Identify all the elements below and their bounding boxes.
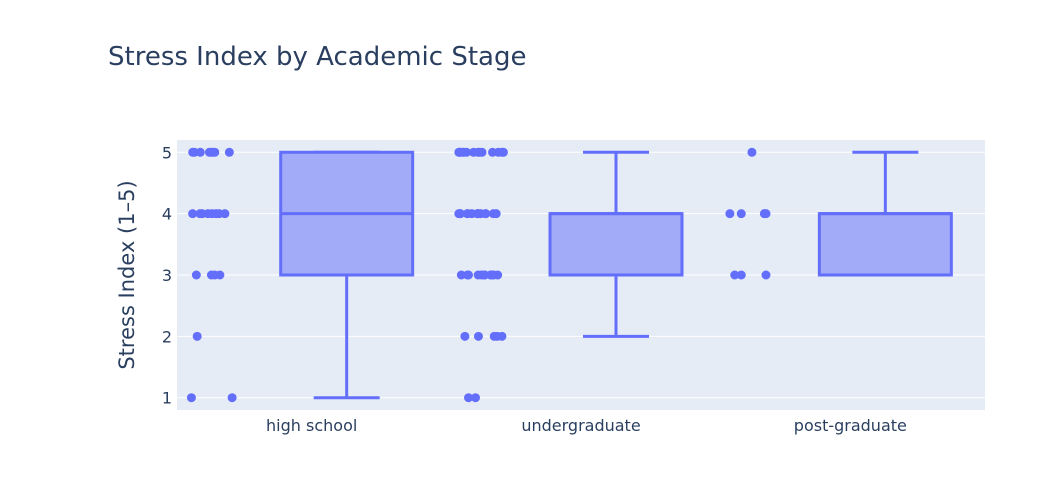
point-series [186, 147, 771, 403]
data-point [188, 147, 198, 157]
data-point [460, 331, 470, 341]
data-point [477, 147, 487, 157]
chart-title: Stress Index by Academic Stage [108, 42, 526, 72]
y-axis-ticks: 1 2 3 4 5 [162, 143, 172, 407]
y-tick-label: 4 [162, 205, 172, 224]
data-point [227, 393, 237, 403]
box-post-graduate [817, 150, 953, 277]
data-point [207, 147, 217, 157]
y-tick-label: 2 [162, 327, 172, 346]
data-point [191, 270, 201, 280]
data-point [195, 209, 205, 219]
data-point [488, 209, 498, 219]
iqr-box [817, 212, 953, 277]
data-point [469, 147, 479, 157]
data-point [761, 270, 771, 280]
y-tick-label: 5 [162, 143, 172, 162]
data-point [463, 209, 473, 219]
data-point [459, 147, 469, 157]
data-point [206, 270, 216, 280]
data-point [464, 393, 474, 403]
data-point [207, 209, 217, 219]
data-point [186, 393, 196, 403]
data-point [473, 331, 483, 341]
x-tick-label: undergraduate [521, 416, 640, 435]
data-point [498, 147, 508, 157]
data-point [214, 209, 224, 219]
box-undergraduate [548, 150, 684, 338]
data-point [472, 209, 482, 219]
data-point [761, 209, 771, 219]
data-point [736, 209, 746, 219]
y-tick-label: 1 [162, 389, 172, 408]
data-point [725, 209, 735, 219]
iqr-box [548, 212, 684, 277]
x-tick-label: high school [266, 416, 357, 435]
data-point [473, 270, 483, 280]
data-point [736, 270, 746, 280]
data-point [188, 209, 198, 219]
data-point [456, 270, 466, 280]
data-point [195, 147, 205, 157]
data-point [470, 393, 480, 403]
y-tick-label: 3 [162, 266, 172, 285]
data-point [224, 147, 234, 157]
data-point [192, 331, 202, 341]
data-point [463, 270, 473, 280]
data-point [747, 147, 757, 157]
data-point [489, 270, 499, 280]
box-high-school [279, 150, 415, 400]
data-point [455, 209, 465, 219]
data-point [730, 270, 740, 280]
x-axis-ticks: high school undergraduate post-graduate [266, 416, 907, 435]
data-point [481, 209, 491, 219]
data-point [497, 331, 507, 341]
x-tick-label: post-graduate [794, 416, 907, 435]
y-axis-label: Stress Index (1–5) [115, 180, 139, 369]
box-series [279, 150, 953, 400]
